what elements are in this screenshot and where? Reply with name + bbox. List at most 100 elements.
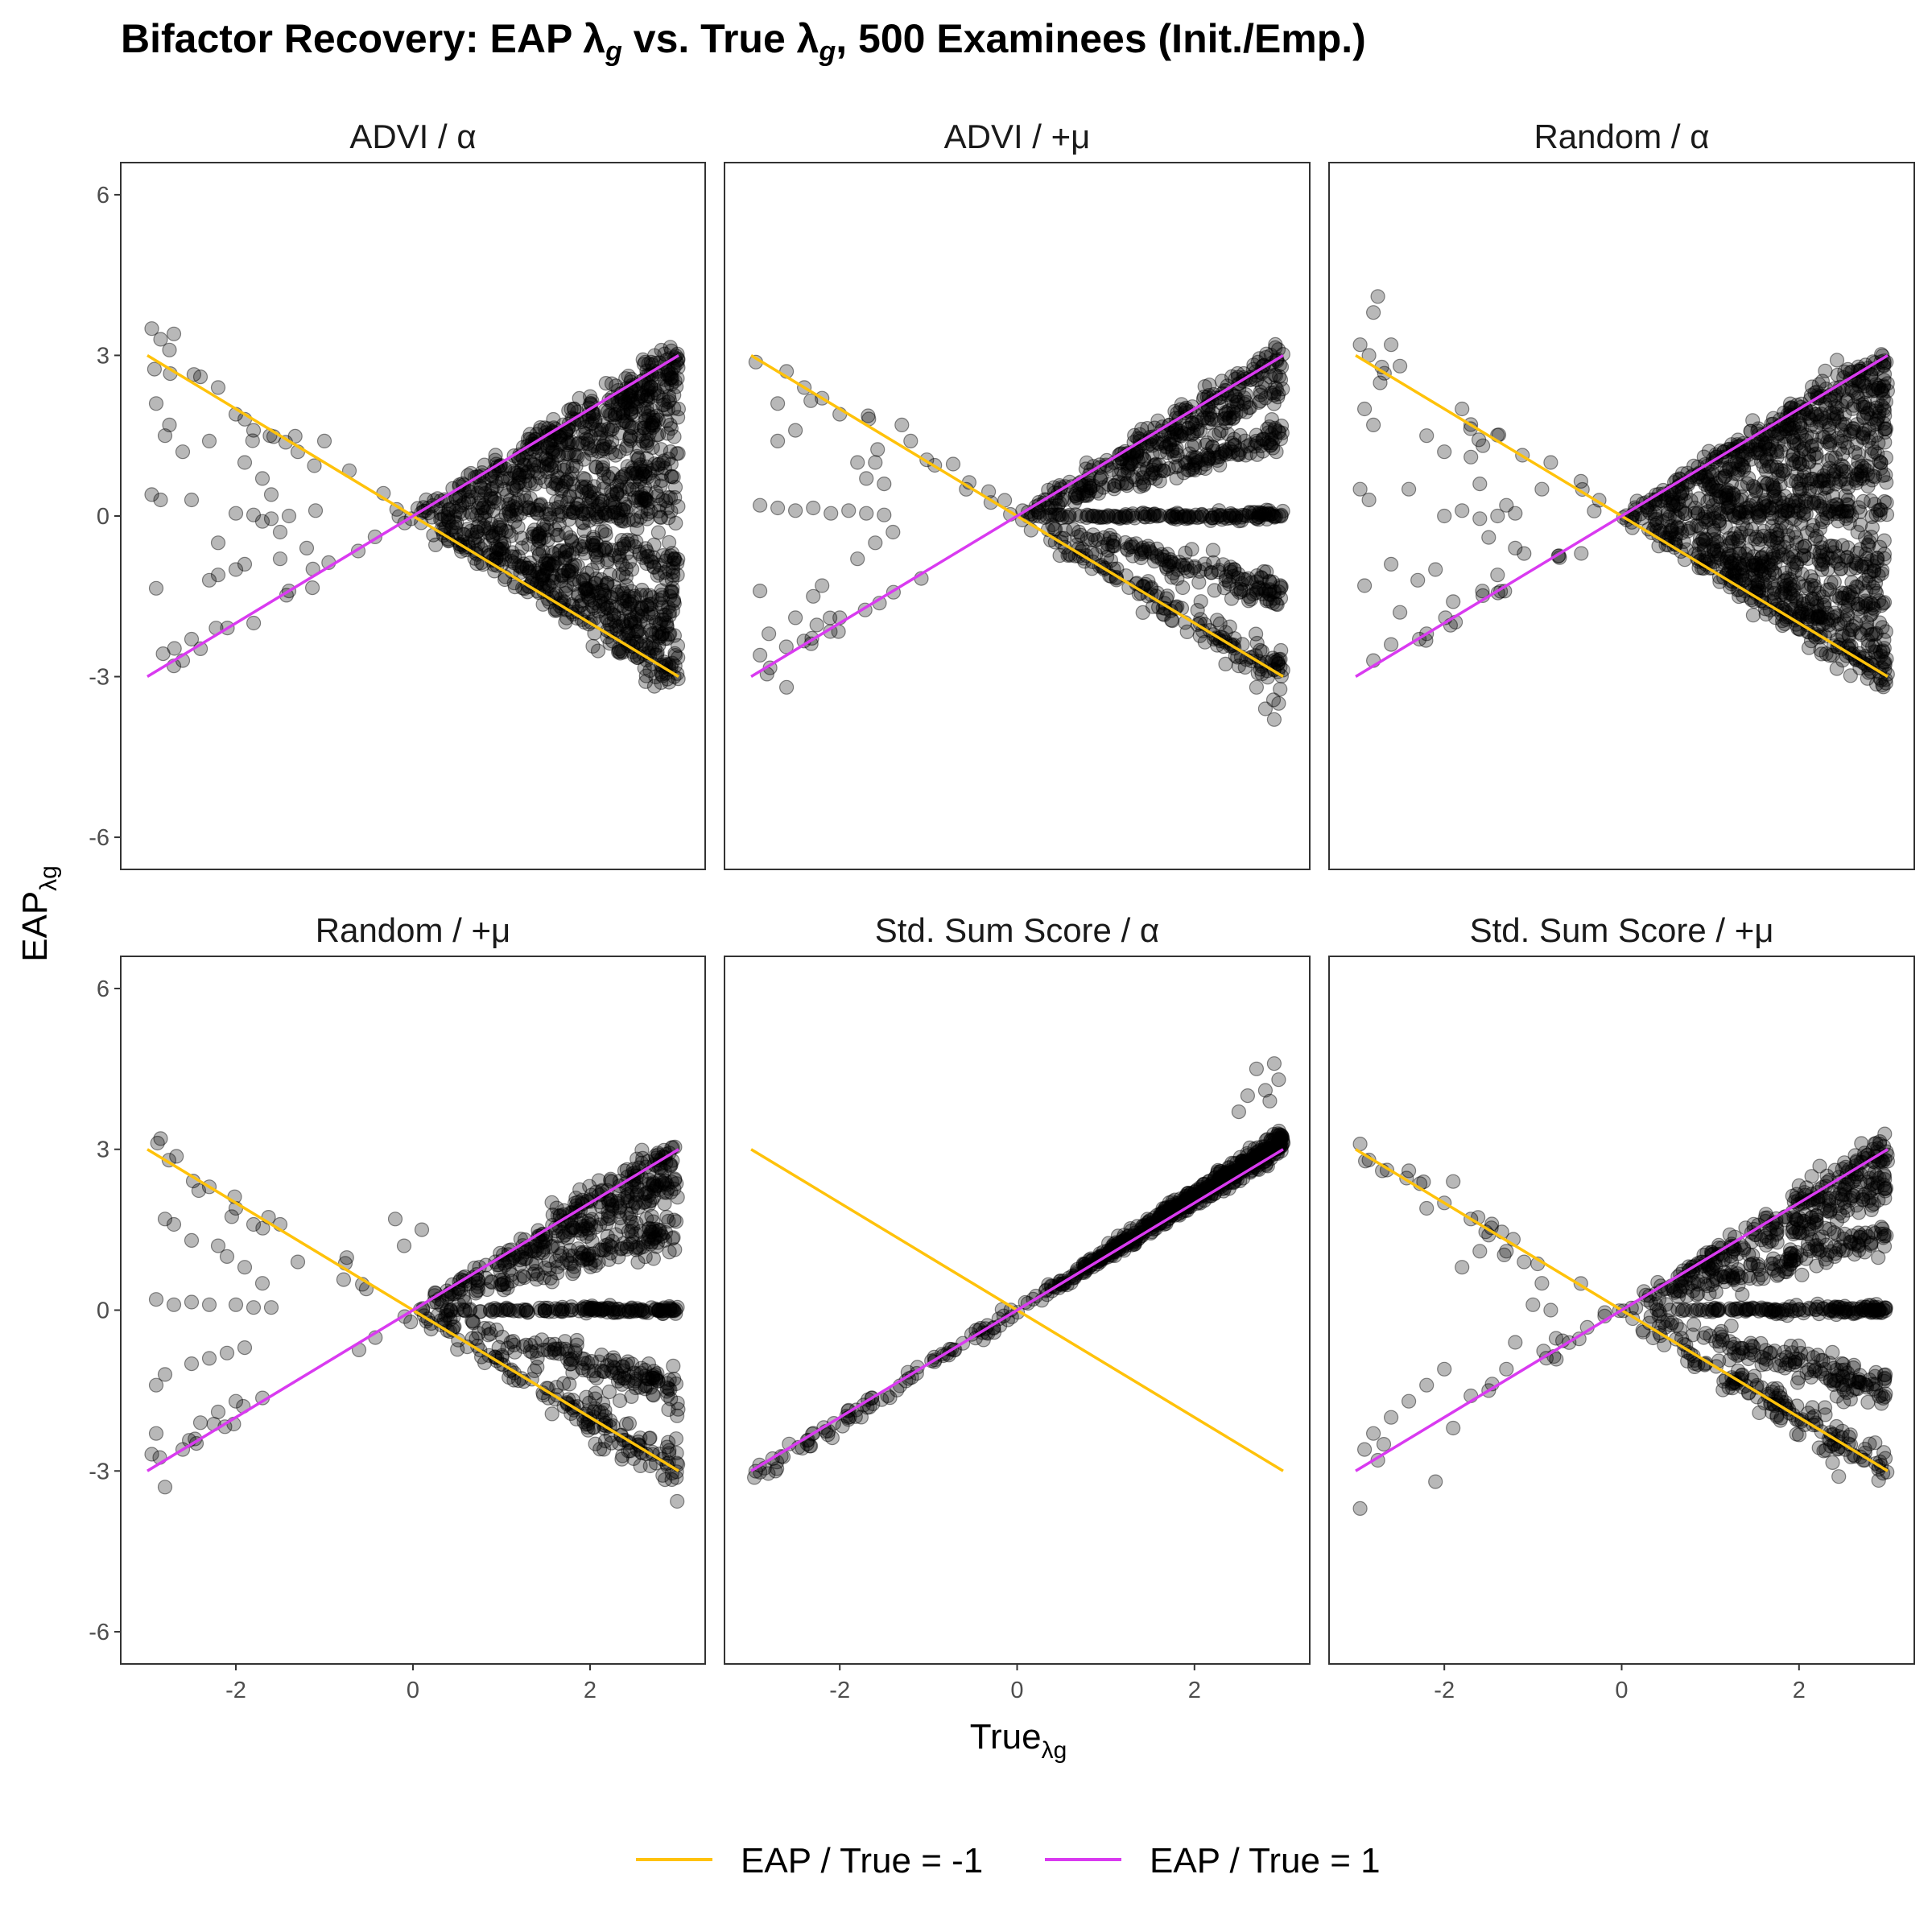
data-point <box>787 503 803 518</box>
data-point <box>522 427 538 442</box>
data-point <box>290 1254 306 1269</box>
data-point <box>1762 531 1777 547</box>
data-point <box>1179 624 1195 640</box>
data-point <box>1653 493 1669 509</box>
data-point <box>1105 538 1121 554</box>
data-point <box>512 475 527 490</box>
data-point <box>1062 507 1077 523</box>
data-point <box>543 556 558 572</box>
data-point <box>1719 550 1735 566</box>
data-point <box>546 442 561 457</box>
data-point <box>640 506 655 522</box>
data-point <box>571 587 586 602</box>
data-point <box>1204 510 1220 526</box>
data-point <box>1815 552 1831 568</box>
data-point <box>1102 527 1118 543</box>
data-point <box>1124 537 1139 552</box>
data-point <box>1724 548 1739 564</box>
data-point <box>667 551 682 567</box>
data-point <box>639 597 654 613</box>
data-point <box>551 448 567 463</box>
data-point <box>564 466 580 481</box>
data-point <box>639 549 654 564</box>
data-point <box>1811 493 1827 509</box>
data-point <box>588 571 604 587</box>
data-point <box>1711 489 1728 505</box>
data-point <box>1726 487 1741 502</box>
data-point <box>903 433 919 449</box>
data-point <box>594 422 609 438</box>
data-point <box>1674 525 1690 541</box>
data-point <box>598 540 613 555</box>
data-point <box>1798 605 1814 621</box>
data-point <box>1876 551 1892 566</box>
data-point <box>1868 585 1885 601</box>
data-point <box>619 593 635 609</box>
data-point <box>547 444 564 460</box>
data-point <box>1241 571 1256 586</box>
data-point <box>1187 452 1202 469</box>
data-point <box>646 415 661 431</box>
data-point <box>1861 433 1876 448</box>
data-point <box>1044 498 1059 514</box>
data-point <box>1848 579 1864 594</box>
data-point <box>1201 452 1217 467</box>
data-point <box>1163 509 1179 524</box>
y-tick-label: 0 <box>97 504 109 530</box>
data-point <box>1860 597 1876 612</box>
data-point <box>638 587 654 603</box>
data-point <box>588 412 603 427</box>
data-point <box>1237 507 1253 523</box>
data-point <box>1157 607 1172 622</box>
reference-line <box>147 353 679 679</box>
data-point <box>509 482 524 497</box>
data-point <box>612 474 627 489</box>
data-point <box>588 544 604 559</box>
data-point <box>489 541 505 556</box>
data-point <box>1769 449 1785 464</box>
data-point <box>463 523 478 539</box>
data-point <box>1663 526 1678 541</box>
data-point <box>1228 406 1244 422</box>
data-point <box>1248 626 1264 642</box>
data-point <box>148 1292 164 1307</box>
data-point <box>1728 509 1743 525</box>
data-point <box>1814 374 1830 389</box>
data-point <box>1767 551 1782 566</box>
data-point <box>577 472 593 487</box>
data-point <box>1690 506 1706 521</box>
data-point <box>1208 507 1223 522</box>
data-point <box>1446 594 1461 609</box>
data-point <box>1796 508 1811 523</box>
data-point <box>1120 543 1136 558</box>
data-point <box>649 647 665 663</box>
data-point <box>1780 504 1796 519</box>
data-point <box>1853 517 1868 533</box>
data-point <box>1113 510 1129 526</box>
data-point <box>526 457 542 473</box>
data-point <box>1813 548 1828 564</box>
data-point <box>574 485 590 500</box>
data-point <box>1156 436 1171 451</box>
data-point <box>1791 476 1806 492</box>
data-point <box>1785 561 1800 576</box>
data-point <box>1766 591 1781 607</box>
data-point <box>1122 457 1137 473</box>
data-point <box>610 406 626 421</box>
data-point <box>1634 510 1650 526</box>
data-point <box>662 605 677 620</box>
data-point <box>1878 450 1893 465</box>
data-point <box>510 519 526 535</box>
data-point <box>1234 513 1249 528</box>
data-point <box>641 408 656 424</box>
data-point <box>577 1356 592 1371</box>
data-point <box>1719 464 1734 479</box>
data-point <box>859 471 874 486</box>
data-point <box>1810 495 1825 510</box>
y-tick-label: 6 <box>97 183 109 208</box>
data-point <box>583 489 598 505</box>
data-point <box>1775 466 1790 481</box>
data-point <box>1872 615 1888 630</box>
data-point <box>201 1297 217 1312</box>
data-point <box>1717 488 1732 503</box>
